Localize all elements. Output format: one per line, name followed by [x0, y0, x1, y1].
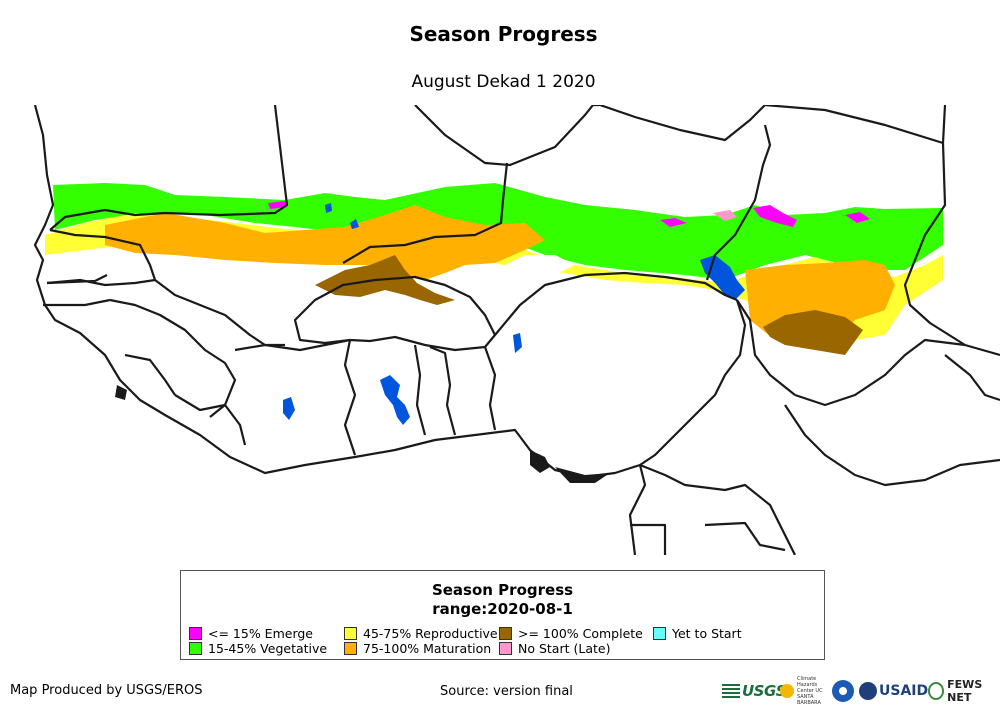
- legend-label-no-start: No Start (Late): [518, 641, 611, 656]
- legend-label-complete: >= 100% Complete: [518, 626, 643, 641]
- legend-swatch-vegetative: [189, 642, 202, 655]
- legend-item-yet-to-start: Yet to Start: [653, 626, 742, 642]
- source-text: Source: version final: [440, 684, 573, 699]
- legend-box: Season Progress range:2020-08-1 <= 15% E…: [180, 570, 825, 660]
- legend-item-emerge: <= 15% Emerge: [189, 626, 313, 642]
- credit-text: Map Produced by USGS/EROS: [10, 683, 203, 698]
- border-gabon: [630, 523, 667, 555]
- legend-label-yet-to-start: Yet to Start: [672, 626, 742, 641]
- lagoon-cameroon: [555, 467, 610, 483]
- noaa-icon: [832, 680, 854, 702]
- reservoir-2: [350, 219, 359, 229]
- map-subtitle: August Dekad 1 2020: [411, 72, 596, 92]
- usgs-logo: USGS: [722, 676, 787, 706]
- border-sudan: [944, 354, 1000, 402]
- usgs-wave-icon: [722, 684, 740, 698]
- legend-swatch-yet-to-start: [653, 627, 666, 640]
- usgs-logo-text: USGS: [742, 682, 787, 700]
- lagoon-niger-delta: [530, 450, 550, 473]
- legend-item-reproductive: 45-75% Reproductive: [344, 626, 498, 642]
- fews-logo: FEWS NET: [928, 676, 1002, 706]
- border-niger-chad: [705, 124, 772, 281]
- border-liberia: [174, 394, 247, 446]
- legend-label-emerge: <= 15% Emerge: [208, 626, 313, 641]
- chc-logo-text: Climate Hazards Center UC SANTA BARBARA: [797, 676, 823, 706]
- band-no-start: [713, 210, 737, 221]
- border-niger-nigeria: [494, 271, 738, 336]
- border-mali-niger: [342, 162, 509, 264]
- legend-item-maturation: 75-100% Maturation: [344, 641, 491, 657]
- border-sierra-leone: [124, 353, 176, 396]
- border-car-south: [784, 404, 1000, 487]
- border-cameroon-south: [639, 463, 796, 555]
- lake-volta: [380, 375, 410, 425]
- legend-label-vegetative: 15-45% Vegetative: [208, 641, 328, 656]
- partner-logos: USGS Climate Hazards Center UC SANTA BAR…: [722, 676, 1002, 706]
- legend-label-maturation: 75-100% Maturation: [363, 641, 492, 656]
- legend-title-text: Season Progress: [431, 581, 574, 599]
- legend-title: Season Progress range:2020-08-1: [181, 581, 824, 619]
- legend-swatch-maturation: [344, 642, 357, 655]
- chc-drop-icon: [780, 684, 794, 698]
- fews-logo-text: FEWS NET: [947, 678, 983, 704]
- reservoir-1: [325, 203, 332, 213]
- coastline: [33, 105, 647, 555]
- lake-kossou: [283, 397, 295, 420]
- border-guinea: [109, 298, 237, 418]
- map-title: Season Progress: [409, 22, 598, 46]
- band-gap: [505, 255, 575, 277]
- legend-item-complete: >= 100% Complete: [499, 626, 643, 642]
- border-benin-nigeria: [483, 346, 497, 431]
- usaid-seal-icon: [859, 682, 877, 700]
- lake-kainji: [513, 333, 522, 353]
- country-borders: [33, 105, 1000, 555]
- legend-item-no-start: No Start (Late): [499, 641, 610, 657]
- border-cameroon-chad: [736, 299, 796, 396]
- season-progress-map: [33, 105, 1000, 555]
- border-mauritania: [49, 105, 289, 231]
- chc-logo: Climate Hazards Center UC SANTA BARBARA: [780, 676, 833, 706]
- border-ghana-togo: [413, 344, 427, 436]
- fews-globe-icon: [928, 682, 945, 700]
- legend-swatch-complete: [499, 627, 512, 640]
- legend-swatch-reproductive: [344, 627, 357, 640]
- lagoon-guinea-coast: [115, 385, 127, 400]
- border-mali-algeria: [414, 105, 594, 167]
- usaid-logo-text: USAID: [879, 683, 929, 699]
- legend-subtitle-text: range:2020-08-1: [432, 600, 573, 618]
- border-congo: [704, 521, 786, 552]
- border-chad-libya: [764, 105, 947, 145]
- border-guinea-bissau: [43, 298, 111, 307]
- band-complete: [315, 255, 863, 355]
- legend-item-vegetative: 15-45% Vegetative: [189, 641, 327, 657]
- usaid-logo: USAID: [859, 676, 928, 706]
- border-niger-algeria: [593, 105, 766, 142]
- coastal-lagoons: [115, 385, 610, 483]
- band-maturation: [105, 205, 895, 345]
- border-nigeria-cameroon: [639, 299, 747, 466]
- border-mali-ivory: [234, 338, 351, 352]
- border-ivory-ghana: [343, 339, 357, 456]
- legend-label-reproductive: 45-75% Reproductive: [363, 626, 498, 641]
- border-togo-benin: [429, 345, 457, 436]
- noaa-logo: [832, 676, 854, 706]
- border-chad-car: [794, 338, 966, 407]
- border-burkina: [293, 275, 497, 352]
- legend-swatch-no-start: [499, 642, 512, 655]
- border-chad-east: [903, 142, 1000, 357]
- border-gambia: [46, 274, 108, 285]
- legend-swatch-emerge: [189, 627, 202, 640]
- progress-bands: [45, 183, 943, 355]
- border-mali-guinea: [154, 279, 285, 347]
- border-senegal: [46, 228, 157, 287]
